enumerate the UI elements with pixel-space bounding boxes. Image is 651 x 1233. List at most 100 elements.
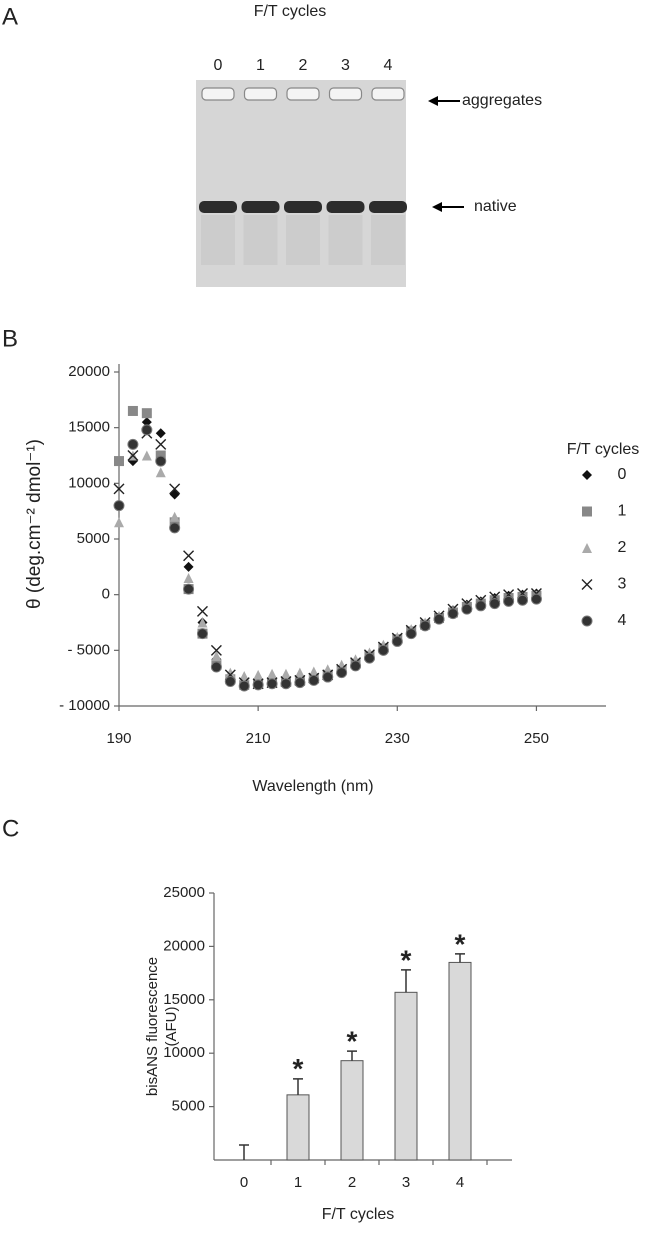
legend-label: 0 xyxy=(618,466,627,483)
point xyxy=(210,644,222,656)
significance: * xyxy=(293,1053,304,1084)
gel-band xyxy=(326,201,365,213)
error-bar xyxy=(347,1050,357,1061)
point xyxy=(211,650,222,661)
y-tick-label: 25000 xyxy=(163,884,205,901)
gel-well xyxy=(371,87,405,101)
point xyxy=(447,608,459,620)
point xyxy=(127,405,138,416)
point xyxy=(114,517,124,528)
x-tick-label: 230 xyxy=(385,730,410,747)
x-tick-label: 250 xyxy=(524,730,549,747)
point xyxy=(267,668,278,679)
gel-band xyxy=(241,201,280,213)
y-tick-label: 5000 xyxy=(77,530,110,547)
y-axis-label: (AFU) xyxy=(163,1007,180,1047)
point xyxy=(363,652,375,664)
point xyxy=(127,450,139,461)
point xyxy=(475,600,487,612)
point xyxy=(239,670,250,681)
point xyxy=(113,500,125,512)
significance: * xyxy=(401,944,412,975)
panel-letter: A xyxy=(2,3,18,30)
point xyxy=(141,417,152,428)
legend-marker xyxy=(582,543,592,553)
y-tick-label: 10000 xyxy=(68,474,110,491)
lane-label: 1 xyxy=(256,57,265,74)
bar xyxy=(286,1094,310,1161)
point xyxy=(252,679,264,691)
point xyxy=(224,676,236,688)
point xyxy=(141,408,152,419)
gel-smear xyxy=(201,215,235,265)
legend-label: 1 xyxy=(618,503,627,520)
point xyxy=(141,450,152,461)
error-bar xyxy=(401,969,411,993)
point xyxy=(169,489,180,500)
x-axis-label: F/T cycles xyxy=(322,1206,395,1223)
y-tick-label: - 10000 xyxy=(59,697,110,714)
point xyxy=(114,456,124,467)
gel-well xyxy=(201,87,235,101)
y-tick-label: 0 xyxy=(102,586,110,603)
x-tick-label: 4 xyxy=(456,1174,464,1191)
legend-marker xyxy=(581,615,593,627)
point xyxy=(336,667,348,679)
point xyxy=(530,593,542,605)
gel-band xyxy=(199,201,237,213)
legend-label: 2 xyxy=(618,539,627,556)
bar xyxy=(394,991,418,1161)
point xyxy=(197,617,208,628)
y-axis-label: θ (deg.cm⁻² dmol⁻¹) xyxy=(24,439,45,609)
point xyxy=(503,595,515,607)
point xyxy=(294,667,305,678)
lane-label: 0 xyxy=(214,57,223,74)
x-tick-label: 3 xyxy=(402,1174,410,1191)
point xyxy=(183,561,194,572)
point xyxy=(141,424,153,436)
gel-label: native xyxy=(474,198,517,215)
y-tick-label: 15000 xyxy=(163,991,205,1008)
x-tick-label: 2 xyxy=(348,1174,356,1191)
point xyxy=(196,605,208,617)
x-axis-label: Wavelength (nm) xyxy=(252,778,373,795)
point xyxy=(196,628,208,640)
gel-smear xyxy=(328,215,363,265)
point xyxy=(419,620,431,632)
gel-band xyxy=(369,201,407,213)
panel-letter: B xyxy=(2,325,18,352)
point xyxy=(517,594,529,606)
legend-marker xyxy=(582,470,592,480)
bar xyxy=(448,961,472,1161)
point xyxy=(183,550,195,562)
y-tick-label: 20000 xyxy=(163,937,205,954)
point xyxy=(391,635,403,647)
point xyxy=(350,660,362,672)
x-tick-label: 210 xyxy=(246,730,271,747)
point xyxy=(253,669,264,680)
point xyxy=(377,644,389,656)
arrow-head xyxy=(432,202,442,212)
point xyxy=(294,677,306,689)
y-tick-label: 10000 xyxy=(163,1044,205,1061)
lane-label: 4 xyxy=(384,57,393,74)
significance: * xyxy=(455,928,466,959)
gel-smear xyxy=(243,215,278,265)
point xyxy=(489,598,501,610)
point xyxy=(210,661,222,673)
gel-well xyxy=(286,87,320,101)
error-bar xyxy=(239,1144,249,1160)
point xyxy=(225,667,236,678)
x-tick-label: 190 xyxy=(106,730,131,747)
bar xyxy=(340,1060,364,1161)
y-tick-label: 20000 xyxy=(68,363,110,380)
point xyxy=(461,603,473,615)
point xyxy=(405,628,417,640)
lane-label: 2 xyxy=(299,57,308,74)
legend-title: F/T cycles xyxy=(567,441,640,458)
point xyxy=(155,467,166,478)
lane-label: 3 xyxy=(341,57,350,74)
point xyxy=(127,438,139,450)
legend-label: 3 xyxy=(618,576,627,593)
point xyxy=(183,583,195,595)
